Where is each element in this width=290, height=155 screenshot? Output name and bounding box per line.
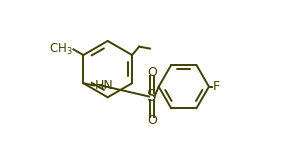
Text: F: F [213, 80, 220, 93]
Text: O: O [147, 114, 157, 127]
Text: HN: HN [95, 79, 113, 92]
Text: CH$_3$: CH$_3$ [49, 42, 73, 57]
Text: S: S [147, 89, 157, 104]
Text: O: O [147, 66, 157, 79]
